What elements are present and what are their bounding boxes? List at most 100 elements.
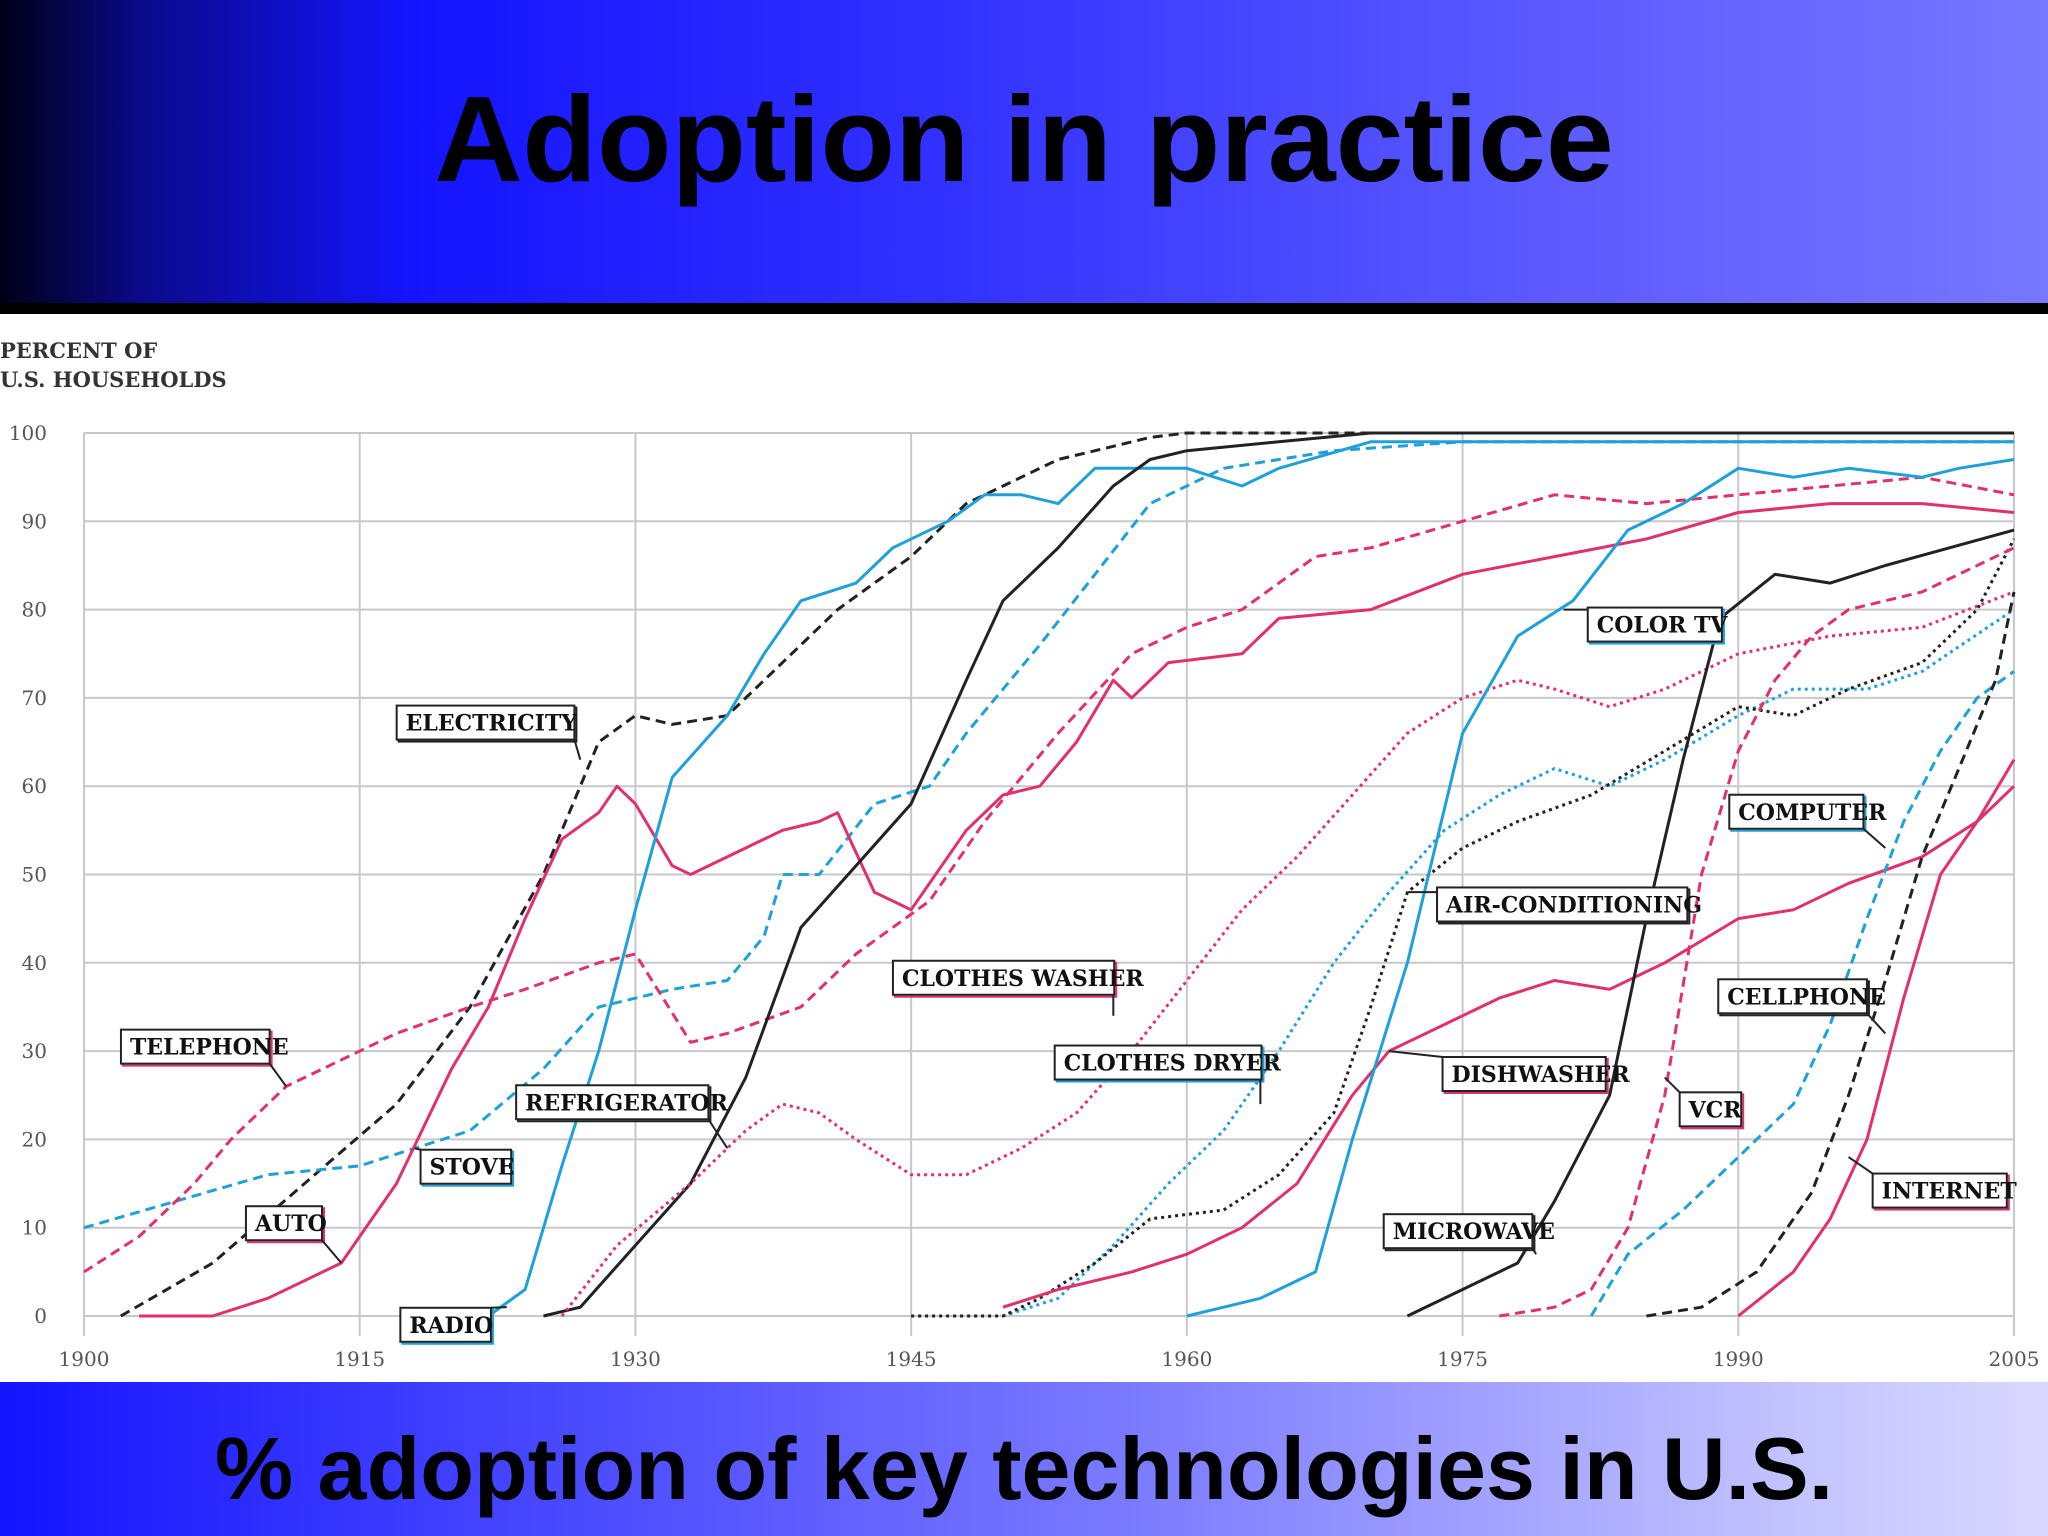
series-label-clothes-washer: CLOTHES WASHER [891, 959, 1144, 1016]
series-label-auto: AUTO [244, 1205, 343, 1264]
label-box [1436, 886, 1689, 923]
label-box [1871, 1172, 2008, 1209]
label-box [395, 704, 576, 741]
title-divider [0, 303, 2048, 314]
label-text: VCR [1688, 1097, 1743, 1123]
label-text: AUTO [254, 1211, 327, 1237]
series-line-internet [1737, 758, 2016, 1318]
label-text: CELLPHONE [1727, 984, 1886, 1010]
label-leader [321, 1239, 343, 1264]
title-band [0, 0, 2048, 305]
y-tick-label: 100 [9, 421, 47, 445]
label-text: RADIO [409, 1313, 493, 1339]
label-leader [1531, 1247, 1537, 1255]
label-box [1586, 606, 1723, 643]
chart-panel: PERCENT OF U.S. HOUSEHOLDS 0 10 20 30 40 50 60… [0, 314, 2048, 1382]
grid [83, 432, 2015, 1336]
series-label-computer: COMPUTER [1728, 793, 1887, 849]
series-line-cellphone [1646, 591, 2016, 1318]
y-tick-label: 80 [22, 598, 47, 622]
label-text: TELEPHONE [130, 1035, 289, 1061]
x-tick-label: 1900 [59, 1347, 110, 1371]
label-leader [707, 1118, 729, 1149]
label-leader [414, 1147, 421, 1151]
y-tick-label: 90 [22, 509, 47, 533]
label-box [1728, 793, 1865, 830]
series-label-electricity: ELECTRICITY [395, 704, 582, 760]
slide-subtitle: % adoption of key technologies in U.S. [214, 1419, 1834, 1518]
x-tick-label: 1930 [610, 1347, 661, 1371]
y-axis-label-line1: PERCENT OF [0, 338, 157, 363]
label-text: DISHWASHER [1452, 1062, 1631, 1088]
label-text: STOVE [430, 1155, 515, 1181]
y-tick-label: 20 [22, 1127, 47, 1151]
x-tick-label: 1945 [886, 1347, 937, 1371]
label-text: ELECTRICITY [406, 711, 578, 737]
label-leader [1862, 828, 1886, 849]
label-box [1441, 1056, 1607, 1093]
y-tick-label: 60 [22, 774, 47, 798]
series-line-color-tv [1186, 458, 2015, 1318]
label-text: AIR-CONDITIONING [1445, 892, 1702, 918]
y-axis-label-line2: U.S. HOUSEHOLDS [0, 367, 227, 392]
series-line-clothes-dryer [1002, 608, 2015, 1318]
series-label-air-conditioning: AIR-CONDITIONING [1407, 886, 1702, 925]
series-line-dishwasher [1002, 785, 2016, 1309]
subtitle-band [0, 1382, 2048, 1536]
tick-labels: 0 10 20 30 40 50 60 70 80 90 100 1900 1915 1930 1945 19… [9, 421, 2040, 1371]
series-label-vcr: VCR [1664, 1076, 1745, 1130]
series-label-stove: STOVE [414, 1147, 515, 1187]
y-tick-label: 30 [22, 1039, 47, 1063]
series-line-radio [487, 440, 2014, 1318]
series-line-computer [1589, 670, 2015, 1317]
label-text: MICROWAVE [1393, 1219, 1555, 1245]
series-label-dishwasher: DISHWASHER [1388, 1050, 1631, 1095]
label-leader [1388, 1050, 1443, 1058]
series-line-microwave [1406, 528, 2015, 1318]
label-box [1717, 978, 1868, 1015]
y-tick-label: 0 [34, 1304, 47, 1328]
series-label-radio: RADIO [399, 1306, 507, 1345]
series-line-clothes-washer [560, 590, 2015, 1317]
label-leader [268, 1063, 287, 1088]
label-text: COLOR TV [1597, 613, 1729, 639]
series-line-stove [83, 440, 2014, 1230]
label-leader [573, 739, 582, 760]
series-label-microwave: MICROWAVE [1382, 1213, 1555, 1255]
label-leader [1848, 1156, 1874, 1175]
y-tick-label: 40 [22, 951, 47, 975]
y-tick-label: 70 [22, 686, 47, 710]
label-box [1053, 1044, 1263, 1081]
series-label-refrigerator: REFRIGERATOR [515, 1084, 729, 1149]
series-line-telephone [83, 475, 2015, 1274]
label-text: INTERNET [1882, 1179, 2018, 1205]
series-label-cellphone: CELLPHONE [1717, 978, 1887, 1035]
series-labels: ELECTRICITY STOVE TELEPHONE AUTO RADIO REFRIG… [119, 606, 2018, 1345]
x-tick-label: 1915 [334, 1347, 385, 1371]
slide-title: Adoption in practice [434, 71, 1614, 207]
x-tick-label: 1975 [1437, 1347, 1488, 1371]
label-text: CLOTHES DRYER [1064, 1051, 1282, 1077]
y-tick-label: 50 [22, 863, 47, 887]
label-box [419, 1148, 513, 1185]
x-tick-label: 1960 [1161, 1347, 1212, 1371]
series-line-electricity [120, 431, 2014, 1318]
label-box [244, 1205, 324, 1242]
series-line-air-conditioning [911, 538, 2016, 1318]
y-tick-label: 10 [22, 1216, 47, 1240]
adoption-chart: PERCENT OF U.S. HOUSEHOLDS 0 10 20 30 40 50 60… [0, 338, 2040, 1371]
label-leader [1866, 1012, 1887, 1035]
label-box [515, 1084, 710, 1121]
series-lines [83, 431, 2016, 1318]
label-leader [1664, 1076, 1681, 1094]
label-leader [490, 1306, 507, 1309]
series-label-clothes-dryer: CLOTHES DRYER [1053, 1044, 1282, 1105]
series-line-refrigerator [543, 431, 2014, 1318]
series-label-internet: INTERNET [1848, 1156, 2018, 1211]
label-text: COMPUTER [1738, 800, 1887, 826]
series-label-color-tv: COLOR TV [1563, 606, 1729, 645]
label-box [119, 1028, 271, 1065]
x-tick-label: 2005 [1989, 1347, 2040, 1371]
label-text: REFRIGERATOR [525, 1090, 728, 1116]
label-box [1678, 1091, 1743, 1128]
